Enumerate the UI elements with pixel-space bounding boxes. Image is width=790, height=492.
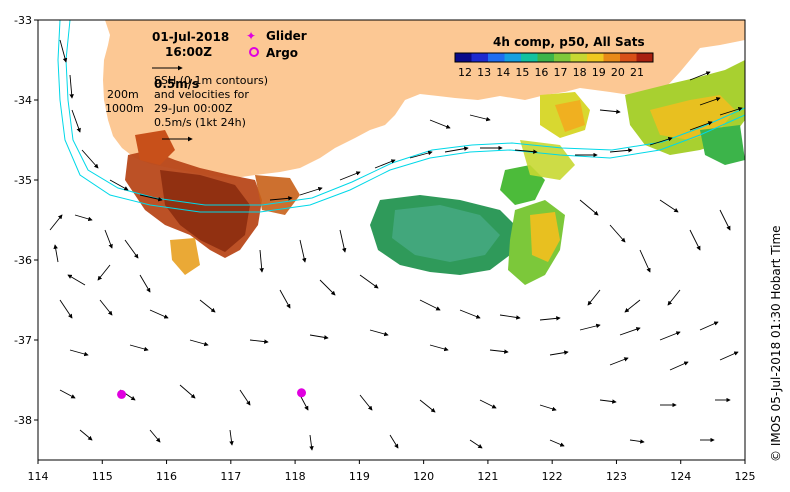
- argo-markers: [117, 388, 307, 399]
- x-tick-label: 120: [413, 470, 434, 483]
- credit-label: © IMOS 05-Jul-2018 01:30 Hobart Time: [769, 225, 783, 462]
- colorbar-swatch: [471, 53, 489, 62]
- x-tick-label: 118: [285, 470, 306, 483]
- isobath-contours: [57, 20, 745, 213]
- y-tick-label: -37: [14, 334, 32, 347]
- time-label: 16:00Z: [165, 45, 212, 59]
- y-axis: -33 -34 -35 -36 -37 -38: [14, 14, 38, 427]
- x-tick-label: 125: [735, 470, 756, 483]
- date-label: 01-Jul-2018: [152, 30, 229, 44]
- colorbar-swatch: [570, 53, 588, 62]
- colorbar-swatch: [504, 53, 522, 62]
- plot-frame: [37, 19, 746, 461]
- colorbar-swatch: [587, 53, 604, 62]
- velocities-date-label: 29-Jun 00:00Z: [154, 102, 233, 115]
- colorbar-swatch: [521, 53, 538, 62]
- colorbar-tick-label: 16: [534, 66, 548, 79]
- colorbar-swatch: [603, 53, 621, 62]
- colorbar-swatch: [636, 53, 654, 62]
- glider-legend-icon: ✦: [246, 29, 256, 43]
- x-tick-label: 119: [349, 470, 370, 483]
- colorbar-tick-label: 18: [573, 66, 587, 79]
- argo-legend-icon: [249, 47, 259, 57]
- colorbar-tick-label: 21: [630, 66, 644, 79]
- argo-float-marker: [297, 388, 307, 398]
- colorbar-tick-label: 13: [477, 66, 491, 79]
- colorbar-tick-label: 17: [554, 66, 568, 79]
- x-tick-label: 121: [477, 470, 498, 483]
- y-tick-label: -34: [14, 94, 32, 107]
- y-tick-label: -33: [14, 14, 32, 27]
- colorbar-ticks: 12 13 14 15 16 17 18 19 20 21: [458, 66, 644, 79]
- colorbar-swatch: [537, 53, 555, 62]
- contour-200m-label: 200m: [107, 88, 139, 101]
- velocities-label: and velocities for: [154, 88, 249, 101]
- colorbar-frame: [454, 52, 654, 63]
- x-tick-label: 114: [28, 470, 49, 483]
- colorbar-swatch: [455, 53, 472, 62]
- y-tick-label: -35: [14, 174, 32, 187]
- colorbar-swatch: [620, 53, 637, 62]
- velocity-ref-label-bottom: 0.5m/s (1kt 24h): [154, 116, 246, 129]
- colorbar-swatch: [488, 53, 505, 62]
- colorbar-tick-label: 12: [458, 66, 472, 79]
- x-tick-label: 124: [670, 470, 691, 483]
- argo-legend-label: Argo: [266, 46, 298, 60]
- colorbar-title: 4h comp, p50, All Sats: [493, 35, 645, 49]
- colorbar-swatch: [554, 53, 571, 62]
- velocity-arrows: [49, 39, 743, 451]
- x-axis: 114 115 116 117 118 119 120 121 122 123 124 125: [28, 460, 756, 483]
- velocity-ref-label-top: 0.5m/s: [154, 77, 199, 91]
- x-tick-label: 117: [220, 470, 241, 483]
- colorbar-tick-label: 20: [611, 66, 625, 79]
- x-tick-label: 115: [92, 470, 113, 483]
- argo-float-marker: [117, 389, 127, 399]
- colorbar: [454, 52, 654, 63]
- y-tick-label: -36: [14, 254, 32, 267]
- colorbar-tick-label: 15: [515, 66, 529, 79]
- x-tick-label: 123: [606, 470, 627, 483]
- x-tick-label: 116: [156, 470, 177, 483]
- x-tick-label: 122: [542, 470, 563, 483]
- contour-1000m-label: 1000m: [105, 102, 144, 115]
- colorbar-tick-label: 19: [592, 66, 606, 79]
- sst-patches: [125, 60, 745, 285]
- glider-legend-label: Glider: [266, 29, 307, 43]
- ssh-contours-label: SSH (0.1m contours): [154, 74, 268, 87]
- y-tick-label: -38: [14, 414, 32, 427]
- colorbar-tick-label: 14: [496, 66, 510, 79]
